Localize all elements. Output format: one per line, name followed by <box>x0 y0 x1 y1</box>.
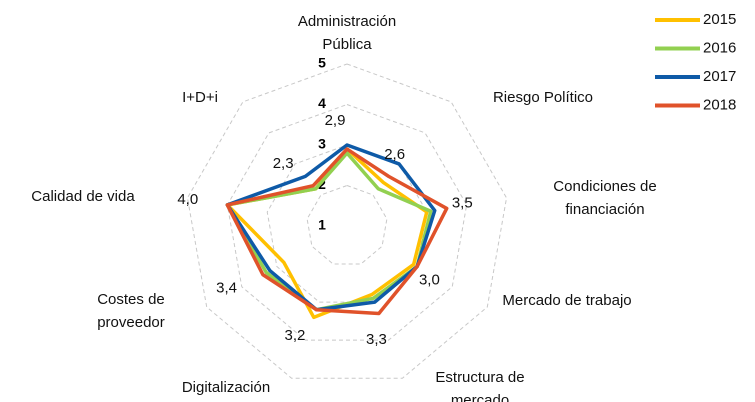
axis-label: Administración Pública <box>297 13 397 53</box>
legend-label: 2017 <box>703 68 736 85</box>
r-tick-label: 3 <box>318 136 326 152</box>
axis-label: Condiciones de financiación <box>553 178 657 218</box>
series-line <box>225 147 449 316</box>
grid-ring <box>266 144 428 303</box>
axis-label: Mercado de trabajo <box>502 292 632 309</box>
r-tick-label: 5 <box>318 55 326 71</box>
grid-ring <box>186 63 508 379</box>
data-label: 3,3 <box>366 331 387 348</box>
data-label: 3,5 <box>452 195 473 212</box>
axis-label: Digitalización <box>181 379 271 396</box>
data-label: 2,3 <box>273 155 294 172</box>
axis-label: Riesgo Político <box>492 89 594 106</box>
axis-label: I+D+i <box>182 89 218 106</box>
r-tick-label: 1 <box>318 217 326 233</box>
grid-ring <box>226 103 468 341</box>
legend-label: 2015 <box>703 11 736 28</box>
axis-label: Costes de proveedor <box>97 291 165 331</box>
series-line <box>225 143 437 312</box>
legend-label: 2018 <box>703 96 736 113</box>
data-label: 3,0 <box>419 271 440 288</box>
series-line <box>225 151 433 312</box>
r-tick-label: 4 <box>318 95 326 111</box>
data-label: 2,6 <box>384 146 405 163</box>
r-tick-label: 2 <box>318 176 326 192</box>
data-label: 3,4 <box>216 280 237 297</box>
legend-label: 2016 <box>703 39 736 56</box>
data-label: 2,9 <box>325 112 346 129</box>
axis-label: Estructura de mercado <box>435 369 525 402</box>
axis-label: Calidad de vida <box>31 188 135 205</box>
data-label: 3,2 <box>285 327 306 344</box>
data-label: 4,0 <box>177 191 198 208</box>
